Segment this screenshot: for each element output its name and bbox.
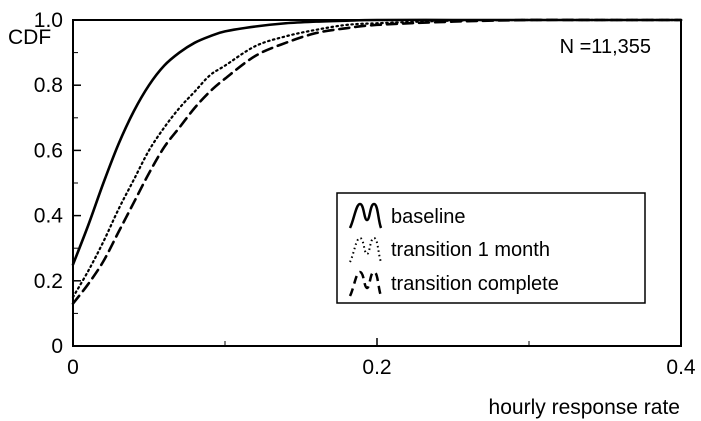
legend-swatch-transition-1-month (349, 236, 382, 263)
legend-label-transition-complete: transition complete (391, 273, 559, 295)
y-tick-label: 0.6 (34, 139, 63, 162)
legend: baseline transition 1 month transition c… (336, 192, 646, 304)
x-tick-label: 0 (67, 356, 79, 379)
legend-item-baseline: baseline (348, 202, 466, 229)
x-tick-label: 0.4 (666, 356, 696, 379)
y-tick-label: 0.4 (34, 205, 64, 228)
y-tick-label: 1.0 (34, 9, 63, 32)
legend-label-transition-1-month: transition 1 month (391, 239, 550, 261)
legend-item-transition-1-month: transition 1 month (349, 236, 550, 263)
legend-box (336, 192, 646, 304)
legend-item-transition-complete: transition complete (348, 270, 559, 297)
legend-swatch-baseline (348, 202, 383, 229)
legend-swatch-transition-complete (348, 270, 383, 297)
y-tick-label: 0.8 (34, 74, 63, 97)
x-axis-label: hourly response rate (489, 396, 680, 419)
series-line-transition-complete (71, 18, 683, 305)
x-tick-label: 0.2 (362, 356, 391, 379)
legend-label-baseline: baseline (391, 206, 466, 228)
series-layer (71, 18, 683, 305)
axes-layer: 0 0.2 0.4 0.6 0.8 1.0 0 0.2 0.4 (34, 9, 696, 379)
sample-size-annotation: N =11,355 (560, 36, 651, 58)
y-tick-label: 0 (51, 335, 63, 358)
y-axis-label: CDF (8, 26, 51, 49)
y-tick-label: 0.2 (34, 270, 63, 293)
